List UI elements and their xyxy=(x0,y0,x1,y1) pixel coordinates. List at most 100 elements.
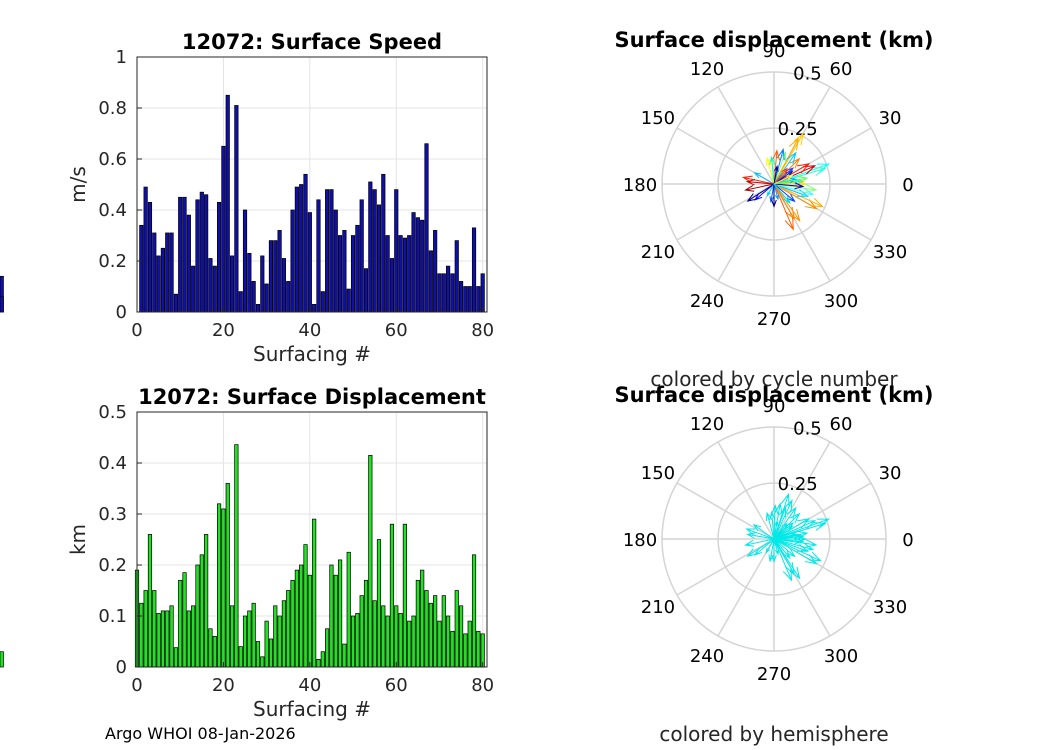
angle-label: 330 xyxy=(873,242,907,263)
bar xyxy=(402,523,407,668)
bar xyxy=(316,658,321,668)
bar xyxy=(264,283,269,313)
displacement-vector xyxy=(773,183,794,231)
displacement-vector xyxy=(773,538,791,559)
bar xyxy=(463,286,468,313)
displacement-vector xyxy=(773,530,809,540)
displacement-vector xyxy=(773,519,779,540)
bar xyxy=(454,240,459,313)
bar xyxy=(385,235,390,313)
bar xyxy=(338,235,343,313)
displacement-vector xyxy=(773,137,799,185)
y-axis-label: km xyxy=(66,524,90,555)
bar xyxy=(467,286,472,313)
bar xyxy=(260,656,265,668)
bar xyxy=(0,651,4,668)
bar xyxy=(182,572,187,668)
bar xyxy=(437,273,442,313)
bar xyxy=(359,595,364,668)
bar xyxy=(160,247,166,313)
bar xyxy=(446,615,451,668)
bar xyxy=(402,237,407,313)
bar xyxy=(229,255,235,313)
bar xyxy=(195,564,200,668)
y-tick-label: 0.2 xyxy=(98,555,127,576)
polar-displacement-cycle-chart: 0 30 60 90 120 150 180 210 240 270 300 330 0.25 0.5 Su… xyxy=(614,28,933,391)
bar xyxy=(173,293,178,313)
chart-title: Surface displacement (km) xyxy=(614,28,933,52)
bar xyxy=(191,605,196,668)
bar xyxy=(333,574,338,668)
displacement-vector xyxy=(773,506,797,540)
displacement-vector xyxy=(773,183,825,208)
bar xyxy=(363,268,369,313)
bar xyxy=(160,610,166,668)
bar xyxy=(147,534,153,668)
y-tick-label: 0.4 xyxy=(98,200,127,221)
bar xyxy=(195,199,200,313)
bar xyxy=(199,191,204,313)
angle-label: 240 xyxy=(690,291,724,312)
bar xyxy=(225,483,230,668)
displacement-vector xyxy=(773,183,815,196)
chart-title: Surface displacement (km) xyxy=(614,383,933,407)
bar xyxy=(350,615,356,668)
angle-label: 0 xyxy=(902,530,913,551)
bar xyxy=(277,615,282,668)
bar xyxy=(411,615,416,668)
angle-label: 300 xyxy=(824,291,858,312)
y-tick-label: 0 xyxy=(116,657,127,678)
displacement-vector xyxy=(771,539,777,563)
displacement-vector xyxy=(773,538,815,551)
bar xyxy=(234,105,239,313)
bar xyxy=(242,209,248,313)
bar xyxy=(372,189,377,313)
bar xyxy=(299,184,304,313)
radial-tick-label: 0.25 xyxy=(778,474,818,495)
radial-tick-label: 0.5 xyxy=(793,64,822,85)
surface-speed-chart: 0 20 40 60 80 0 0.2 0.4 0.6 0.8 1 12072: Surface Sp… xyxy=(0,30,494,366)
y-tick-label: 0.1 xyxy=(98,606,127,627)
bar xyxy=(325,189,330,313)
bar xyxy=(165,232,170,313)
displacement-vector xyxy=(765,511,775,540)
x-tick-label: 80 xyxy=(471,320,494,341)
displacement-vector xyxy=(745,179,775,186)
bar xyxy=(333,209,338,313)
displacement-vector xyxy=(773,175,809,185)
bar xyxy=(281,258,286,313)
bar xyxy=(471,554,477,668)
bar xyxy=(420,219,425,313)
bar xyxy=(359,199,364,313)
bar xyxy=(234,444,239,668)
bar xyxy=(273,240,278,313)
bar xyxy=(376,204,382,313)
bar xyxy=(338,559,343,668)
angle-label: 150 xyxy=(641,463,675,484)
displacement-vector xyxy=(773,522,827,540)
bar xyxy=(182,196,187,313)
y-tick-label: 1 xyxy=(116,47,127,68)
displacement-vector xyxy=(773,506,787,540)
displacement-vector xyxy=(773,183,796,203)
angle-label: 120 xyxy=(690,59,724,80)
bar xyxy=(307,574,312,668)
bar xyxy=(152,590,157,668)
bar xyxy=(458,605,464,668)
plot-area xyxy=(137,412,487,667)
displacement-vector xyxy=(773,183,801,222)
displacement-vector xyxy=(773,182,805,190)
displacement-vector xyxy=(773,538,823,562)
bar xyxy=(268,240,274,313)
bar xyxy=(290,209,295,313)
bar xyxy=(320,291,325,313)
bar xyxy=(355,613,360,668)
x-tick-label: 20 xyxy=(212,675,235,696)
x-tick-label: 80 xyxy=(471,675,494,696)
bar xyxy=(476,630,481,668)
displacement-vector xyxy=(765,156,775,185)
bar xyxy=(217,202,222,313)
bar xyxy=(381,173,386,313)
bar xyxy=(156,613,161,668)
y-tick-label: 0.5 xyxy=(98,402,127,423)
